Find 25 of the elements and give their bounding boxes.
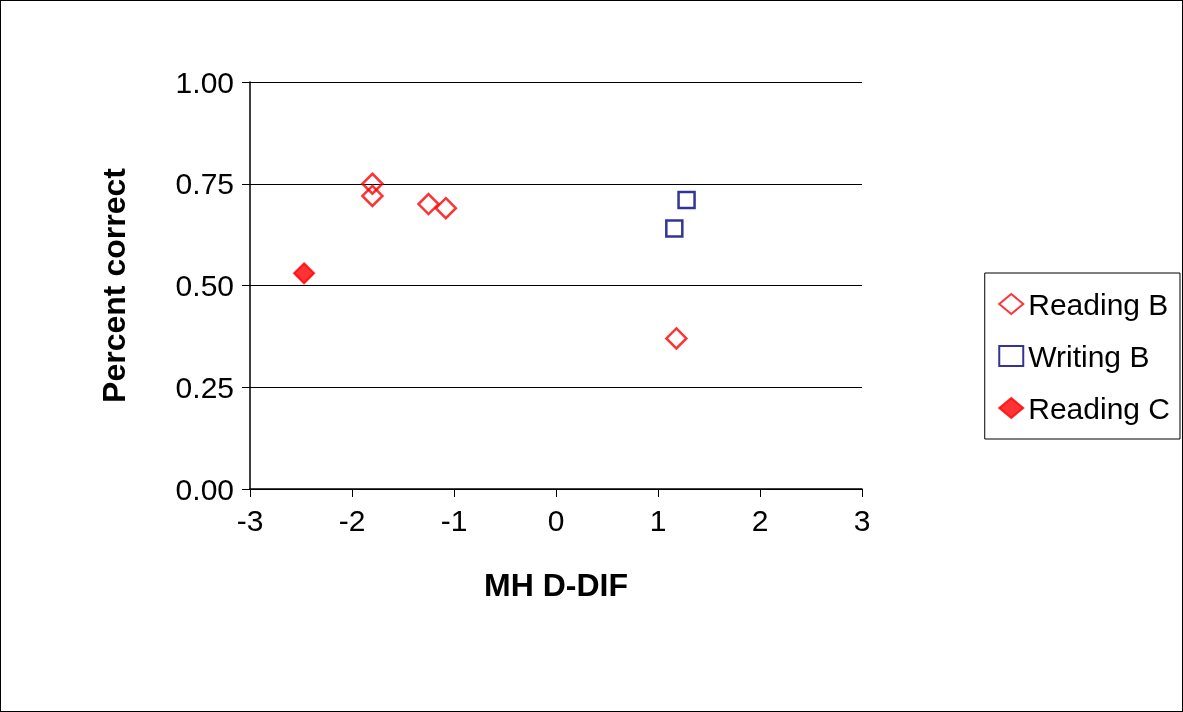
y-tick-label: 0.25	[175, 370, 234, 404]
point	[361, 172, 384, 195]
x-tick-label: 2	[751, 503, 769, 537]
point	[665, 327, 688, 350]
y-tick-label: 0.75	[175, 167, 234, 201]
legend-label: Writing B	[1028, 339, 1150, 373]
x-tick-label: 3	[853, 503, 871, 537]
y-tick-label: 0.00	[175, 472, 234, 506]
point	[293, 262, 316, 285]
point	[677, 190, 696, 210]
y-tick-label: 0.50	[175, 269, 234, 302]
point	[361, 184, 384, 208]
legend-label: Reading B	[1028, 287, 1169, 321]
x-tick-label: 0	[547, 503, 565, 537]
x-tick-label: 1	[649, 503, 667, 537]
x-axis-title: MH D-DIF	[484, 567, 628, 603]
legend-label: Reading C	[1028, 391, 1171, 425]
point	[434, 196, 458, 220]
x-tick-label: -1	[440, 503, 468, 537]
x-tick-label: -2	[338, 503, 366, 537]
point	[665, 219, 684, 238]
x-tick-label: -3	[236, 503, 264, 537]
point	[417, 192, 440, 216]
y-axis-title: Percent correct	[96, 167, 132, 403]
y-tick-label: 1.00	[175, 65, 234, 99]
